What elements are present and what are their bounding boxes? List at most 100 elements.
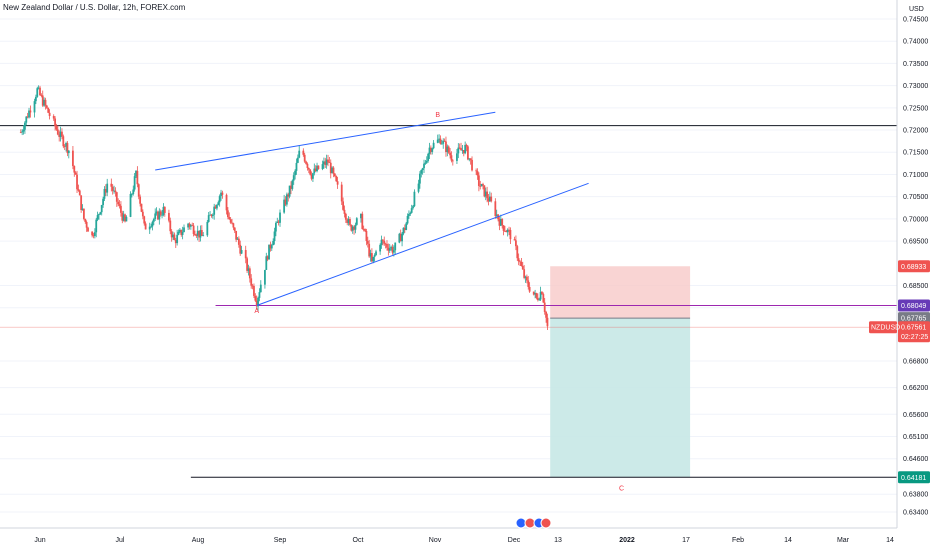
y-tick-label: 0.66800 [903,358,928,365]
candle-body [331,167,334,174]
candle-body [19,132,22,134]
candle-body [277,221,280,223]
candle-body [524,276,527,278]
chart-title: New Zealand Dollar / U.S. Dollar, 12h, F… [3,3,186,12]
y-tick-label: 0.73500 [903,61,928,68]
candle-body [191,225,194,227]
candle-body [253,285,255,296]
candle-body [199,230,202,238]
candle-body [361,213,364,230]
time-axis: Jun Jul Aug Sep Oct Nov Dec 13 2022 17 Feb 14 Mar 14 [0,517,897,544]
candle-body [464,144,467,154]
candle-body [221,192,224,195]
candle-body [313,168,316,174]
y-tick-label: 0.73000 [903,83,928,90]
y-tick-label: 0.71000 [903,172,928,179]
candle-body [154,213,157,219]
candle-body [508,229,510,231]
candle-body [394,242,397,251]
candle-body [427,153,430,161]
grid [0,18,897,513]
candle-body [250,278,253,286]
candle-body [80,195,83,210]
candle-body [232,223,235,228]
y-tick-label: 0.68500 [903,283,928,290]
candle-body [192,225,195,234]
candle-body [194,233,196,236]
candle-body [183,227,185,233]
candle-body [373,255,376,257]
candle-body [198,230,200,238]
candle-body [104,188,107,193]
candle-body [521,266,524,270]
candle-body [480,184,483,187]
candle-body [129,193,132,217]
candle-body [59,131,62,137]
candle-body [344,213,347,220]
candle-body [189,225,192,227]
candle-body [528,286,531,292]
support-price-badge-bg [898,299,930,312]
candle-body [65,143,67,147]
candle-body [450,155,453,161]
x-tick-label: 14 [784,537,792,544]
candle-body [333,173,336,177]
candle-body [494,201,497,216]
candle-body [353,226,355,230]
candle-body [92,235,95,237]
candle-body [538,299,541,301]
candle-body [130,193,133,195]
candle-body [34,96,37,102]
candle-body [284,199,287,205]
candle-body [322,161,325,165]
candle-body [180,229,183,235]
candle-body [91,231,94,236]
candle-body [181,232,184,235]
candle-body [360,213,362,219]
candle-body [196,230,199,236]
candle-body [231,222,233,224]
candle-body [291,180,294,189]
candle-body [309,169,312,175]
candle-body [78,190,81,196]
candle-body [217,202,220,205]
candle-body [479,185,482,187]
last-price-badge: 0.67561 [901,325,926,332]
candle-body [364,229,366,232]
candle-body [228,217,231,220]
y-tick-label: 0.70500 [903,194,928,201]
candle-body [383,240,386,244]
candle-body [264,269,266,285]
candle-body [26,116,29,118]
candle-body [398,233,401,243]
candle-body [52,115,55,119]
candle-body [257,297,259,307]
candle-body [379,244,382,252]
candle-body [310,174,313,179]
candle-body [36,88,39,97]
candle-body [115,192,118,202]
candle-body [173,234,176,240]
y-tick-label: 0.63400 [903,510,928,517]
candle-body [136,170,139,185]
candle-body [74,172,77,175]
candle-body [445,141,447,153]
candle-body [45,105,48,108]
target-price-badge: 0.64181 [901,475,926,482]
candle-body [111,186,114,191]
candle-body [541,291,543,295]
candle-body [321,164,324,170]
candle-body [143,216,146,224]
candle-body [200,230,203,236]
candle-body [48,112,51,116]
candle-body [117,201,120,205]
candle-body [21,131,24,133]
candle-body [506,229,509,233]
candle-body [187,223,190,228]
candle-body [327,159,329,163]
candle-body [381,239,384,241]
candle-body [312,173,314,179]
candle-body [178,229,181,232]
candle-body [287,194,290,197]
